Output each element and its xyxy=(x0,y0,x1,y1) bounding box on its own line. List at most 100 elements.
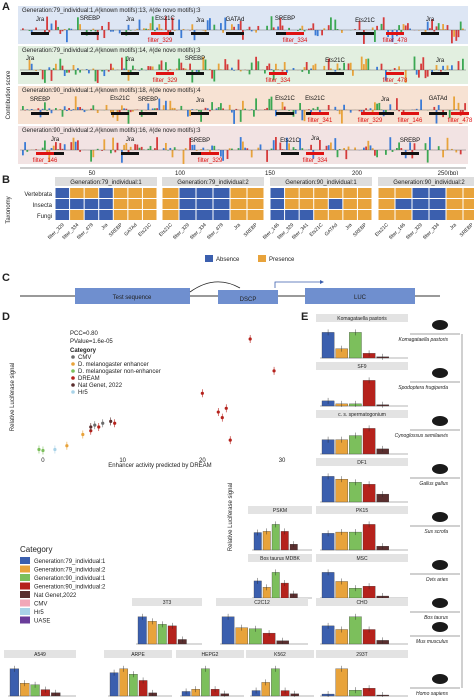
panel-a-sequence-logos: Contribution score Generation:79_individ… xyxy=(6,6,473,175)
logo-base-mark xyxy=(231,67,233,70)
logo-base-mark xyxy=(189,137,191,150)
filter-label: filter_478 xyxy=(383,78,408,84)
logo-base-mark xyxy=(457,102,460,110)
legend-label: Generation:90_individual:2 xyxy=(34,585,106,591)
luc-box xyxy=(305,288,415,304)
logo-base-mark xyxy=(118,110,121,114)
bar xyxy=(271,668,280,697)
logo-base-mark xyxy=(26,150,29,152)
facet-header-bg xyxy=(216,598,308,606)
panel-b-ylabel: Taxonomy xyxy=(6,196,12,223)
logo-base-mark xyxy=(88,70,90,74)
motif-bar xyxy=(276,32,294,35)
logo-base-mark xyxy=(369,108,372,110)
motif-bar xyxy=(121,72,139,75)
logo-base-mark xyxy=(431,70,433,73)
motif-bar xyxy=(401,152,419,155)
group-header-title: Generation:90_individual:1 xyxy=(285,180,357,186)
logo-base-mark xyxy=(347,63,350,70)
dscp-label: DSCP xyxy=(240,297,257,303)
legend-label: D. melanogaster enhancer xyxy=(78,362,149,368)
logo-base-mark xyxy=(327,145,330,150)
track-header: Generation:90_individual:2,#(known motif… xyxy=(22,128,201,134)
logo-base-mark xyxy=(92,105,95,110)
group-header-title: Generation:79_individual:1 xyxy=(70,180,142,186)
logo-base-mark xyxy=(239,110,242,122)
logo-base-mark xyxy=(270,69,273,70)
logo-base-mark xyxy=(420,99,422,110)
logo-base-mark xyxy=(431,19,433,30)
filter-bar xyxy=(386,32,404,35)
logo-base-mark xyxy=(52,145,55,150)
logo-base-mark xyxy=(173,107,176,110)
logo-base-mark xyxy=(77,107,79,110)
logo-base-mark xyxy=(68,70,70,73)
logo-base-mark xyxy=(156,137,158,150)
logo-base-mark xyxy=(50,148,53,150)
facet-header-title: A549 xyxy=(34,652,46,658)
panel-a-xtick: 50 xyxy=(89,171,96,175)
logo-base-mark xyxy=(451,148,453,150)
motif-label: Ets21C xyxy=(325,58,345,64)
motif-bar xyxy=(281,152,299,155)
group-header-title: Generation:79_individual:2 xyxy=(177,180,249,186)
logo-base-mark xyxy=(338,149,341,150)
logo-base-mark xyxy=(160,60,163,70)
scatter-point xyxy=(216,410,220,414)
logo-base-mark xyxy=(165,142,167,150)
motif-label: Jra xyxy=(36,17,45,23)
motif-bar xyxy=(191,152,209,155)
panel-d-scatter: Relative Luciferase signal Enhancer acti… xyxy=(10,331,286,469)
logo-base-mark xyxy=(457,30,460,38)
test-sequence-label: Test sequence xyxy=(113,295,152,301)
taxonomy-cell xyxy=(213,210,230,220)
group-header-title: Generation:90_individual:2 xyxy=(393,180,465,186)
logo-base-mark xyxy=(237,148,240,150)
motif-column-label: filter_329 xyxy=(405,222,424,241)
logo-base-mark xyxy=(68,28,70,30)
logo-base-mark xyxy=(112,30,114,32)
logo-base-mark xyxy=(48,108,51,110)
logo-base-mark xyxy=(228,104,231,110)
taxonomy-cell xyxy=(128,199,142,209)
bar xyxy=(335,668,348,697)
scatter-point xyxy=(89,425,93,429)
filter-bar xyxy=(311,112,329,115)
motif-label: Ets21C xyxy=(155,16,175,22)
logo-base-mark xyxy=(279,142,282,150)
logo-base-mark xyxy=(57,149,59,150)
logo-base-mark xyxy=(72,65,75,70)
logo-base-mark xyxy=(222,108,224,110)
bar xyxy=(129,674,138,697)
facet-header-bg xyxy=(248,506,312,514)
logo-base-mark xyxy=(404,70,407,83)
logo-base-mark xyxy=(374,30,376,42)
taxonomy-cell xyxy=(446,210,463,220)
taxonomy-cell xyxy=(247,210,264,220)
logo-base-mark xyxy=(226,64,229,70)
presence-swatch xyxy=(258,255,266,262)
logo-base-mark xyxy=(398,142,400,150)
facet-header-title: C2C12 xyxy=(254,600,270,606)
logo-base-mark xyxy=(453,30,455,37)
motif-bar xyxy=(326,72,344,75)
legend-label: Hr5 xyxy=(34,610,44,616)
logo-base-mark xyxy=(48,30,51,33)
logo-base-mark xyxy=(266,65,268,70)
logo-base-mark xyxy=(400,30,403,33)
logo-base-mark xyxy=(448,69,451,70)
taxonomy-cell xyxy=(395,188,412,198)
taxonomy-cell xyxy=(179,199,196,209)
motif-label: Jra xyxy=(196,18,205,24)
logo-base-mark xyxy=(343,62,345,70)
logo-base-mark xyxy=(253,110,255,117)
filter-bar xyxy=(306,152,324,155)
taxonomy-cell xyxy=(299,199,314,209)
logo-base-mark xyxy=(237,24,240,30)
logo-base-mark xyxy=(30,108,33,110)
panel-a-xtick: 150 xyxy=(265,171,276,175)
logo-base-mark xyxy=(220,23,222,30)
logo-base-mark xyxy=(149,66,152,70)
logo-base-mark xyxy=(305,62,308,70)
motif-label: GATAd xyxy=(226,17,245,23)
